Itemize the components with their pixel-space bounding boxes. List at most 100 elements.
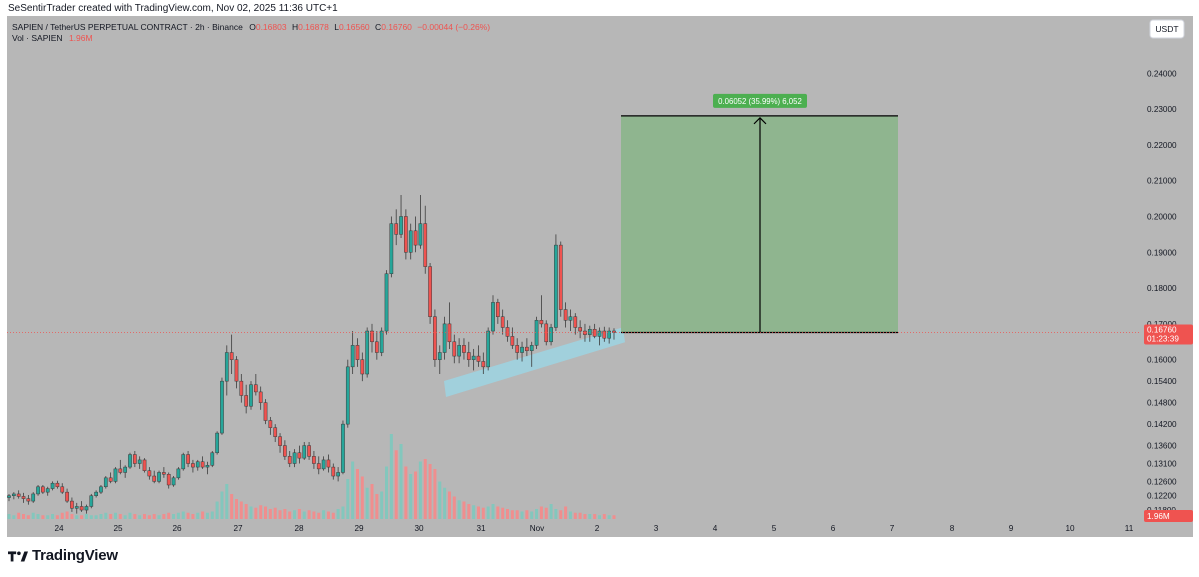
volume-bar <box>191 514 195 519</box>
volume-bar <box>351 461 355 519</box>
tradingview-logo[interactable]: TradingView <box>8 547 118 564</box>
volume-bar <box>607 515 611 519</box>
price-tick-label: 0.12200 <box>1147 492 1177 501</box>
volume-bars <box>7 434 616 519</box>
candle-body <box>191 463 195 468</box>
volume-bar <box>375 494 379 519</box>
support-channel[interactable] <box>444 327 625 397</box>
candle-body <box>162 472 166 475</box>
price-tick-label: 0.13600 <box>1147 442 1177 451</box>
candle-body <box>495 302 500 317</box>
price-axis[interactable]: 0.24000 0.23000 0.22000 0.21000 0.20000 0.190… <box>1144 69 1193 522</box>
candle-body <box>16 493 21 497</box>
candle-body <box>515 345 520 353</box>
candle-body <box>253 384 258 393</box>
candle-body <box>234 359 239 382</box>
volume-bar <box>65 511 69 519</box>
candle-body <box>350 345 355 368</box>
candle-body <box>578 327 582 332</box>
candle-body <box>520 346 524 353</box>
volume-bar <box>423 459 427 519</box>
time-tick-label: 6 <box>831 524 836 533</box>
volume-bar <box>346 479 350 519</box>
volume-bar <box>385 466 389 519</box>
candle-body <box>292 452 297 464</box>
candle-body <box>462 345 466 353</box>
time-tick-label: 9 <box>1009 524 1014 533</box>
volume-bar <box>409 474 413 519</box>
volume-bar <box>602 514 606 519</box>
candles <box>7 194 616 514</box>
candle-body <box>45 488 50 493</box>
currency-button[interactable] <box>1149 19 1185 39</box>
volume-bar <box>36 514 40 519</box>
candle-body <box>360 359 365 375</box>
volume-bar <box>26 515 30 519</box>
time-axis[interactable]: 24 25 26 27 28 29 30 31 Nov 2 3 4 5 6 7 8 9 10 11 <box>54 524 1133 533</box>
price-tick-label: 0.24000 <box>1147 69 1177 78</box>
volume-bar <box>539 506 543 519</box>
volume-bar <box>46 515 50 519</box>
candle-body <box>302 445 307 459</box>
volume-bar <box>568 511 572 519</box>
candle-body <box>399 216 403 235</box>
candlestick-chart[interactable]: 0.06052 (35.99%) 6,052 0.240000.230000.2… <box>7 16 1193 537</box>
candle-body <box>413 230 418 246</box>
volume-bar <box>525 510 529 519</box>
volume-bar <box>196 512 200 519</box>
time-tick-label: 26 <box>172 524 182 533</box>
candle-body <box>408 230 413 253</box>
candle-body <box>94 491 98 496</box>
volume-bar <box>389 434 393 519</box>
volume-bar <box>297 509 301 519</box>
volume-bar <box>172 514 176 519</box>
candle-body <box>273 427 278 437</box>
candle-body <box>505 327 510 337</box>
candle-body <box>558 244 563 310</box>
candle-body <box>297 452 302 459</box>
volume-bar <box>293 510 297 519</box>
volume-bar <box>205 512 209 519</box>
candle-body <box>316 463 321 470</box>
volume-bar <box>17 512 21 519</box>
author-credit: SeSentirTrader created with TradingView.… <box>8 3 338 14</box>
candle-body <box>244 395 249 407</box>
candle-body <box>326 459 331 468</box>
measure-label-bg <box>713 93 807 108</box>
candle-body <box>404 216 408 253</box>
volume-bar <box>123 515 127 519</box>
candle-body <box>224 352 229 382</box>
volume-bar <box>239 501 243 519</box>
candle-body <box>186 454 190 464</box>
volume-bar <box>268 509 272 519</box>
candle-body <box>602 330 607 339</box>
volume-bar <box>230 494 234 519</box>
time-tick-label: 27 <box>233 524 243 533</box>
volume-bar <box>486 506 490 519</box>
volume-bar <box>162 514 166 519</box>
volume-bar <box>244 504 248 519</box>
candle-body <box>210 452 215 466</box>
price-tick-label: 0.14200 <box>1147 420 1177 429</box>
volume-bar <box>593 514 597 519</box>
chart-area[interactable]: 0.06052 (35.99%) 6,052 0.24000 0.23000 0.2… <box>7 16 1193 537</box>
volume-bar <box>447 491 451 519</box>
ohlc-h-label: H <box>292 22 298 32</box>
volume-bar <box>307 510 311 519</box>
volume-tag <box>1144 510 1193 522</box>
price-tick-label: 0.17000 <box>1147 320 1177 329</box>
volume-bar <box>51 514 55 519</box>
target-box[interactable]: 0.06052 (35.99%) 6,052 <box>621 93 898 334</box>
volume-bar <box>433 469 437 519</box>
volume-bar <box>201 511 205 519</box>
volume-bar <box>428 464 432 519</box>
ohlc-c-value: 0.16760 <box>381 22 412 32</box>
candle-body <box>79 506 84 511</box>
volume-bar <box>152 514 156 519</box>
volume-bar <box>341 506 345 519</box>
volume-bar <box>404 466 408 519</box>
volume-bar <box>467 504 471 519</box>
price-tick-label: 0.20000 <box>1147 212 1177 221</box>
time-tick-label: 3 <box>654 524 659 533</box>
volume-bar <box>254 507 258 519</box>
